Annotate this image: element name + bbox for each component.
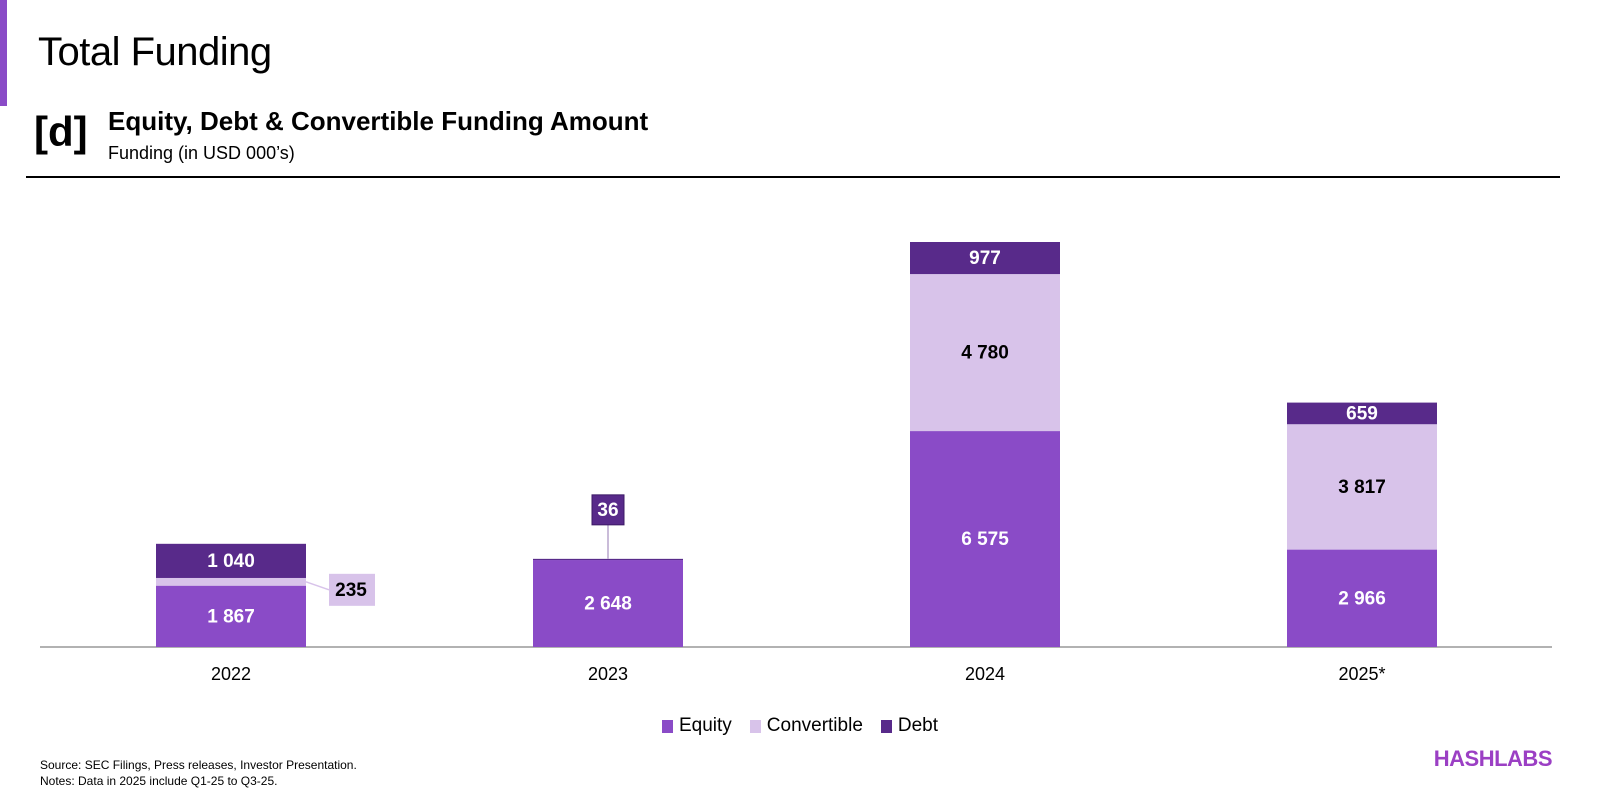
legend-item: Convertible — [749, 715, 863, 737]
bar-equity — [156, 585, 306, 647]
chart-unit: Funding (in USD 000’s) — [108, 143, 295, 163]
data-label: 235 — [335, 580, 367, 601]
data-label: 659 — [1346, 403, 1378, 424]
bar-convertible — [1287, 424, 1437, 550]
bar-equity — [1287, 549, 1437, 647]
data-label: 36 — [597, 500, 618, 521]
bar-convertible — [156, 577, 306, 586]
callout-box — [591, 494, 625, 526]
data-label: 1 040 — [207, 551, 255, 572]
notes: Notes: Data in 2025 include Q1-25 to Q3-… — [40, 774, 278, 788]
data-label: 2 648 — [584, 594, 632, 615]
x-tick-label: 2023 — [588, 664, 628, 684]
bar-equity — [533, 560, 683, 647]
legend-label: Equity — [678, 715, 732, 736]
legend-label: Debt — [897, 715, 939, 736]
bar-debt — [910, 242, 1060, 275]
bar-debt — [1287, 402, 1437, 425]
bar-equity — [910, 431, 1060, 647]
divider — [26, 176, 1560, 178]
x-tick-label: 2022 — [211, 664, 251, 684]
legend-swatch — [749, 719, 761, 733]
callout-line — [305, 581, 330, 591]
source-note: Source: SEC Filings, Press releases, Inv… — [40, 758, 357, 772]
bar-convertible — [910, 274, 1060, 432]
x-tick-label: 2025* — [1338, 664, 1385, 684]
data-label: 3 817 — [1338, 477, 1386, 498]
section-tag: [d] — [34, 108, 88, 155]
legend: Equity Convertible Debt — [0, 715, 1600, 737]
accent-bar — [0, 0, 7, 106]
legend-swatch — [661, 719, 673, 733]
data-label: 977 — [969, 248, 1001, 269]
data-label: 1 867 — [207, 606, 255, 627]
legend-label: Convertible — [766, 715, 863, 736]
chart-title: Equity, Debt & Convertible Funding Amoun… — [108, 106, 649, 136]
data-label: 6 575 — [961, 529, 1009, 550]
x-tick-label: 2024 — [965, 664, 1005, 684]
legend-item: Debt — [880, 715, 939, 737]
legend-item: Equity — [661, 715, 732, 737]
callout-box — [329, 573, 375, 606]
bar-debt — [156, 543, 306, 578]
hashlabs-logo: HASHLABS — [1433, 746, 1553, 771]
page-title: Total Funding — [38, 30, 272, 74]
data-label: 4 780 — [961, 343, 1009, 364]
data-label: 2 966 — [1338, 588, 1386, 609]
legend-swatch — [880, 719, 892, 733]
bar-debt — [533, 558, 683, 561]
